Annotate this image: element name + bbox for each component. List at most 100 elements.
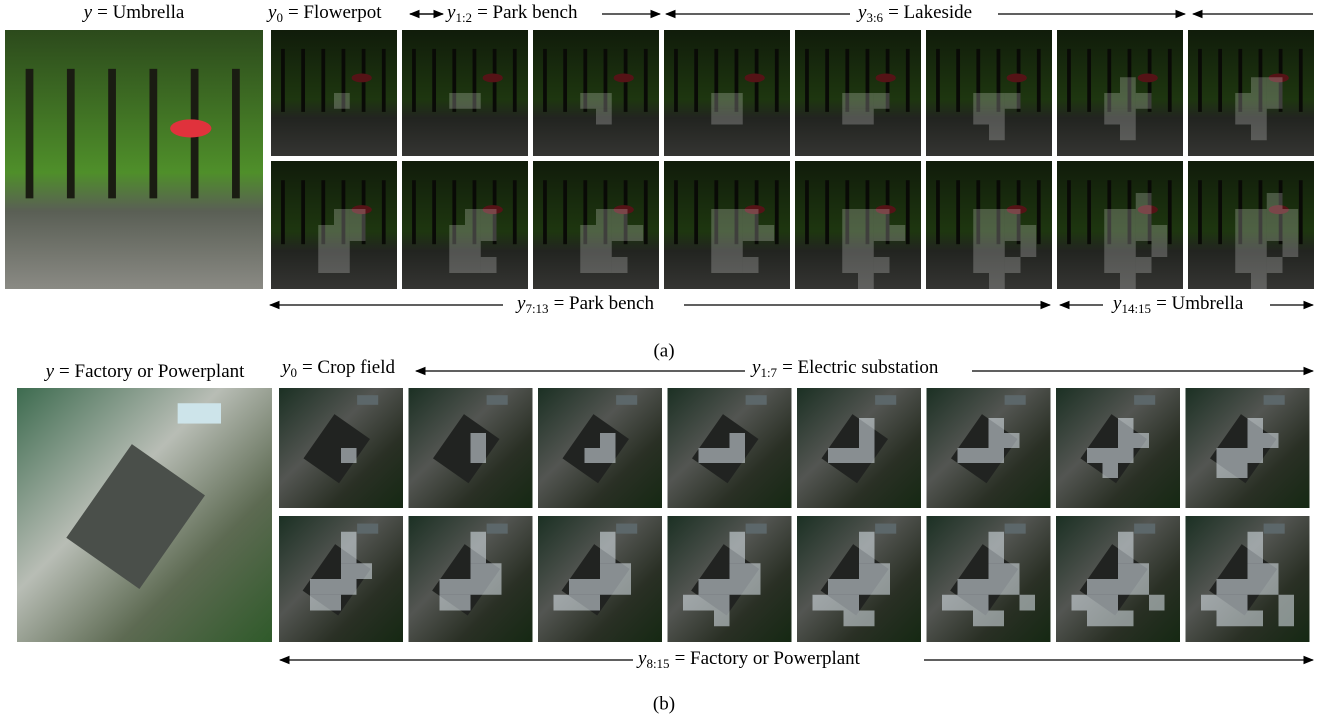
patch bbox=[1248, 532, 1264, 548]
patch bbox=[743, 257, 759, 273]
patch bbox=[1104, 241, 1120, 257]
patch bbox=[341, 548, 357, 564]
patch bbox=[875, 563, 891, 579]
patch bbox=[858, 273, 874, 289]
patch bbox=[471, 548, 487, 564]
patch bbox=[973, 109, 989, 125]
class-text: = Flowerpot bbox=[288, 2, 382, 23]
patch bbox=[350, 209, 366, 225]
patch bbox=[1263, 433, 1279, 448]
patch bbox=[596, 257, 612, 273]
patch bbox=[1235, 225, 1251, 241]
patch bbox=[1021, 241, 1037, 257]
patch bbox=[449, 241, 465, 257]
patch bbox=[1087, 579, 1103, 595]
patch bbox=[596, 241, 612, 257]
patch bbox=[727, 257, 743, 273]
class-text: = Park bench bbox=[477, 2, 578, 23]
patch bbox=[875, 579, 891, 595]
class-text: = Crop field bbox=[302, 357, 396, 378]
class-text: = Park bench bbox=[554, 293, 655, 314]
class-text: = Electric substation bbox=[782, 357, 939, 378]
label: y3:6= Lakeside bbox=[856, 2, 972, 25]
patch bbox=[858, 109, 874, 125]
patch bbox=[580, 257, 596, 273]
patch bbox=[859, 433, 875, 448]
patch bbox=[1251, 241, 1267, 257]
patch bbox=[1201, 595, 1217, 611]
patch bbox=[730, 433, 746, 448]
patch bbox=[486, 579, 502, 595]
patch bbox=[874, 93, 890, 109]
tree bbox=[149, 69, 157, 199]
patch bbox=[1004, 433, 1020, 448]
label: y0= Flowerpot bbox=[266, 2, 382, 25]
class-text: = Lakeside bbox=[888, 2, 972, 23]
label: y= Umbrella bbox=[82, 2, 185, 23]
patch bbox=[334, 241, 350, 257]
patch bbox=[471, 448, 487, 463]
patch bbox=[1217, 463, 1233, 478]
patch bbox=[973, 241, 989, 257]
patch bbox=[1004, 563, 1020, 579]
patch bbox=[465, 93, 481, 109]
patch bbox=[699, 595, 715, 611]
patch bbox=[1087, 595, 1103, 611]
patch bbox=[874, 209, 890, 225]
patch bbox=[842, 109, 858, 125]
patch bbox=[455, 595, 471, 611]
patch bbox=[1283, 241, 1299, 257]
patch bbox=[844, 595, 860, 611]
patch bbox=[1232, 448, 1248, 463]
patch bbox=[989, 548, 1005, 564]
patch bbox=[730, 563, 746, 579]
patch bbox=[1251, 125, 1267, 141]
patch bbox=[859, 448, 875, 463]
patch bbox=[858, 93, 874, 109]
patch bbox=[989, 209, 1005, 225]
patch bbox=[585, 448, 601, 463]
patch bbox=[890, 225, 906, 241]
patch bbox=[1103, 448, 1119, 463]
patch bbox=[699, 579, 715, 595]
patch bbox=[1118, 418, 1134, 433]
tree bbox=[67, 69, 75, 199]
patch bbox=[989, 241, 1005, 257]
patch bbox=[318, 241, 334, 257]
figure-content: y= Umbrella y0= Flowerpot y1:2= Park bench… bbox=[5, 2, 1314, 714]
tree bbox=[26, 69, 34, 199]
patch bbox=[1120, 273, 1136, 289]
patch bbox=[1248, 433, 1264, 448]
patch bbox=[989, 563, 1005, 579]
patch bbox=[989, 125, 1005, 141]
symbol: y bbox=[636, 648, 647, 669]
patch bbox=[1248, 579, 1264, 595]
patch bbox=[1087, 611, 1103, 627]
patch bbox=[1251, 93, 1267, 109]
patch bbox=[727, 225, 743, 241]
patch bbox=[1118, 448, 1134, 463]
patch bbox=[958, 579, 974, 595]
patch bbox=[600, 532, 616, 548]
subscript: 3:6 bbox=[866, 10, 883, 25]
patch bbox=[1005, 209, 1021, 225]
patch bbox=[973, 257, 989, 273]
patch bbox=[596, 93, 612, 109]
patch bbox=[1118, 579, 1134, 595]
label: y1:2= Park bench bbox=[445, 2, 578, 25]
patch bbox=[616, 563, 632, 579]
patch bbox=[310, 595, 326, 611]
tree bbox=[108, 69, 116, 199]
patch bbox=[759, 225, 775, 241]
patch bbox=[1118, 563, 1134, 579]
patch bbox=[1232, 611, 1248, 627]
patch bbox=[842, 209, 858, 225]
patch bbox=[714, 448, 730, 463]
patch bbox=[440, 595, 456, 611]
patch bbox=[1248, 563, 1264, 579]
symbol: y bbox=[515, 293, 526, 314]
patch bbox=[1251, 109, 1267, 125]
symbol: y bbox=[266, 2, 277, 23]
patch bbox=[580, 93, 596, 109]
patch bbox=[711, 257, 727, 273]
